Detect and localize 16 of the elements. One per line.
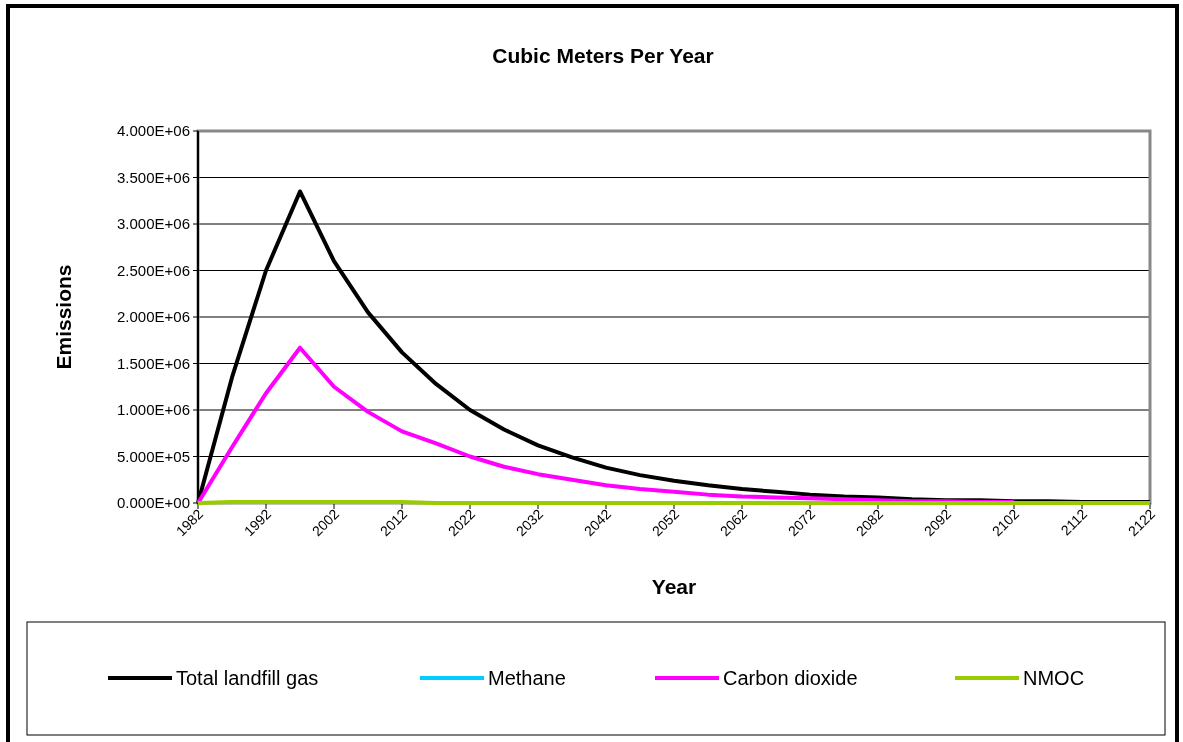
y-tick-label: 4.000E+06 <box>117 122 190 140</box>
legend-label: Methane <box>488 667 566 689</box>
y-tick-label: 5.000E+05 <box>117 447 190 465</box>
legend-label: Total landfill gas <box>176 667 319 689</box>
y-tick-label: 2.000E+06 <box>117 308 190 326</box>
x-axis-title: Year <box>651 575 697 598</box>
y-tick-label: 3.000E+06 <box>117 215 190 233</box>
legend-label: Carbon dioxide <box>723 667 858 689</box>
y-axis-title: Emissions <box>52 264 75 370</box>
y-tick-label: 1.500E+06 <box>117 354 190 372</box>
legend-label: NMOC <box>1023 667 1085 689</box>
y-tick-label: 3.500E+06 <box>117 168 190 186</box>
y-tick-label: 2.500E+06 <box>117 261 190 279</box>
chart-title: Cubic Meters Per Year <box>492 44 714 67</box>
y-tick-label: 0.000E+00 <box>117 494 190 512</box>
y-tick-label: 1.000E+06 <box>117 401 190 419</box>
